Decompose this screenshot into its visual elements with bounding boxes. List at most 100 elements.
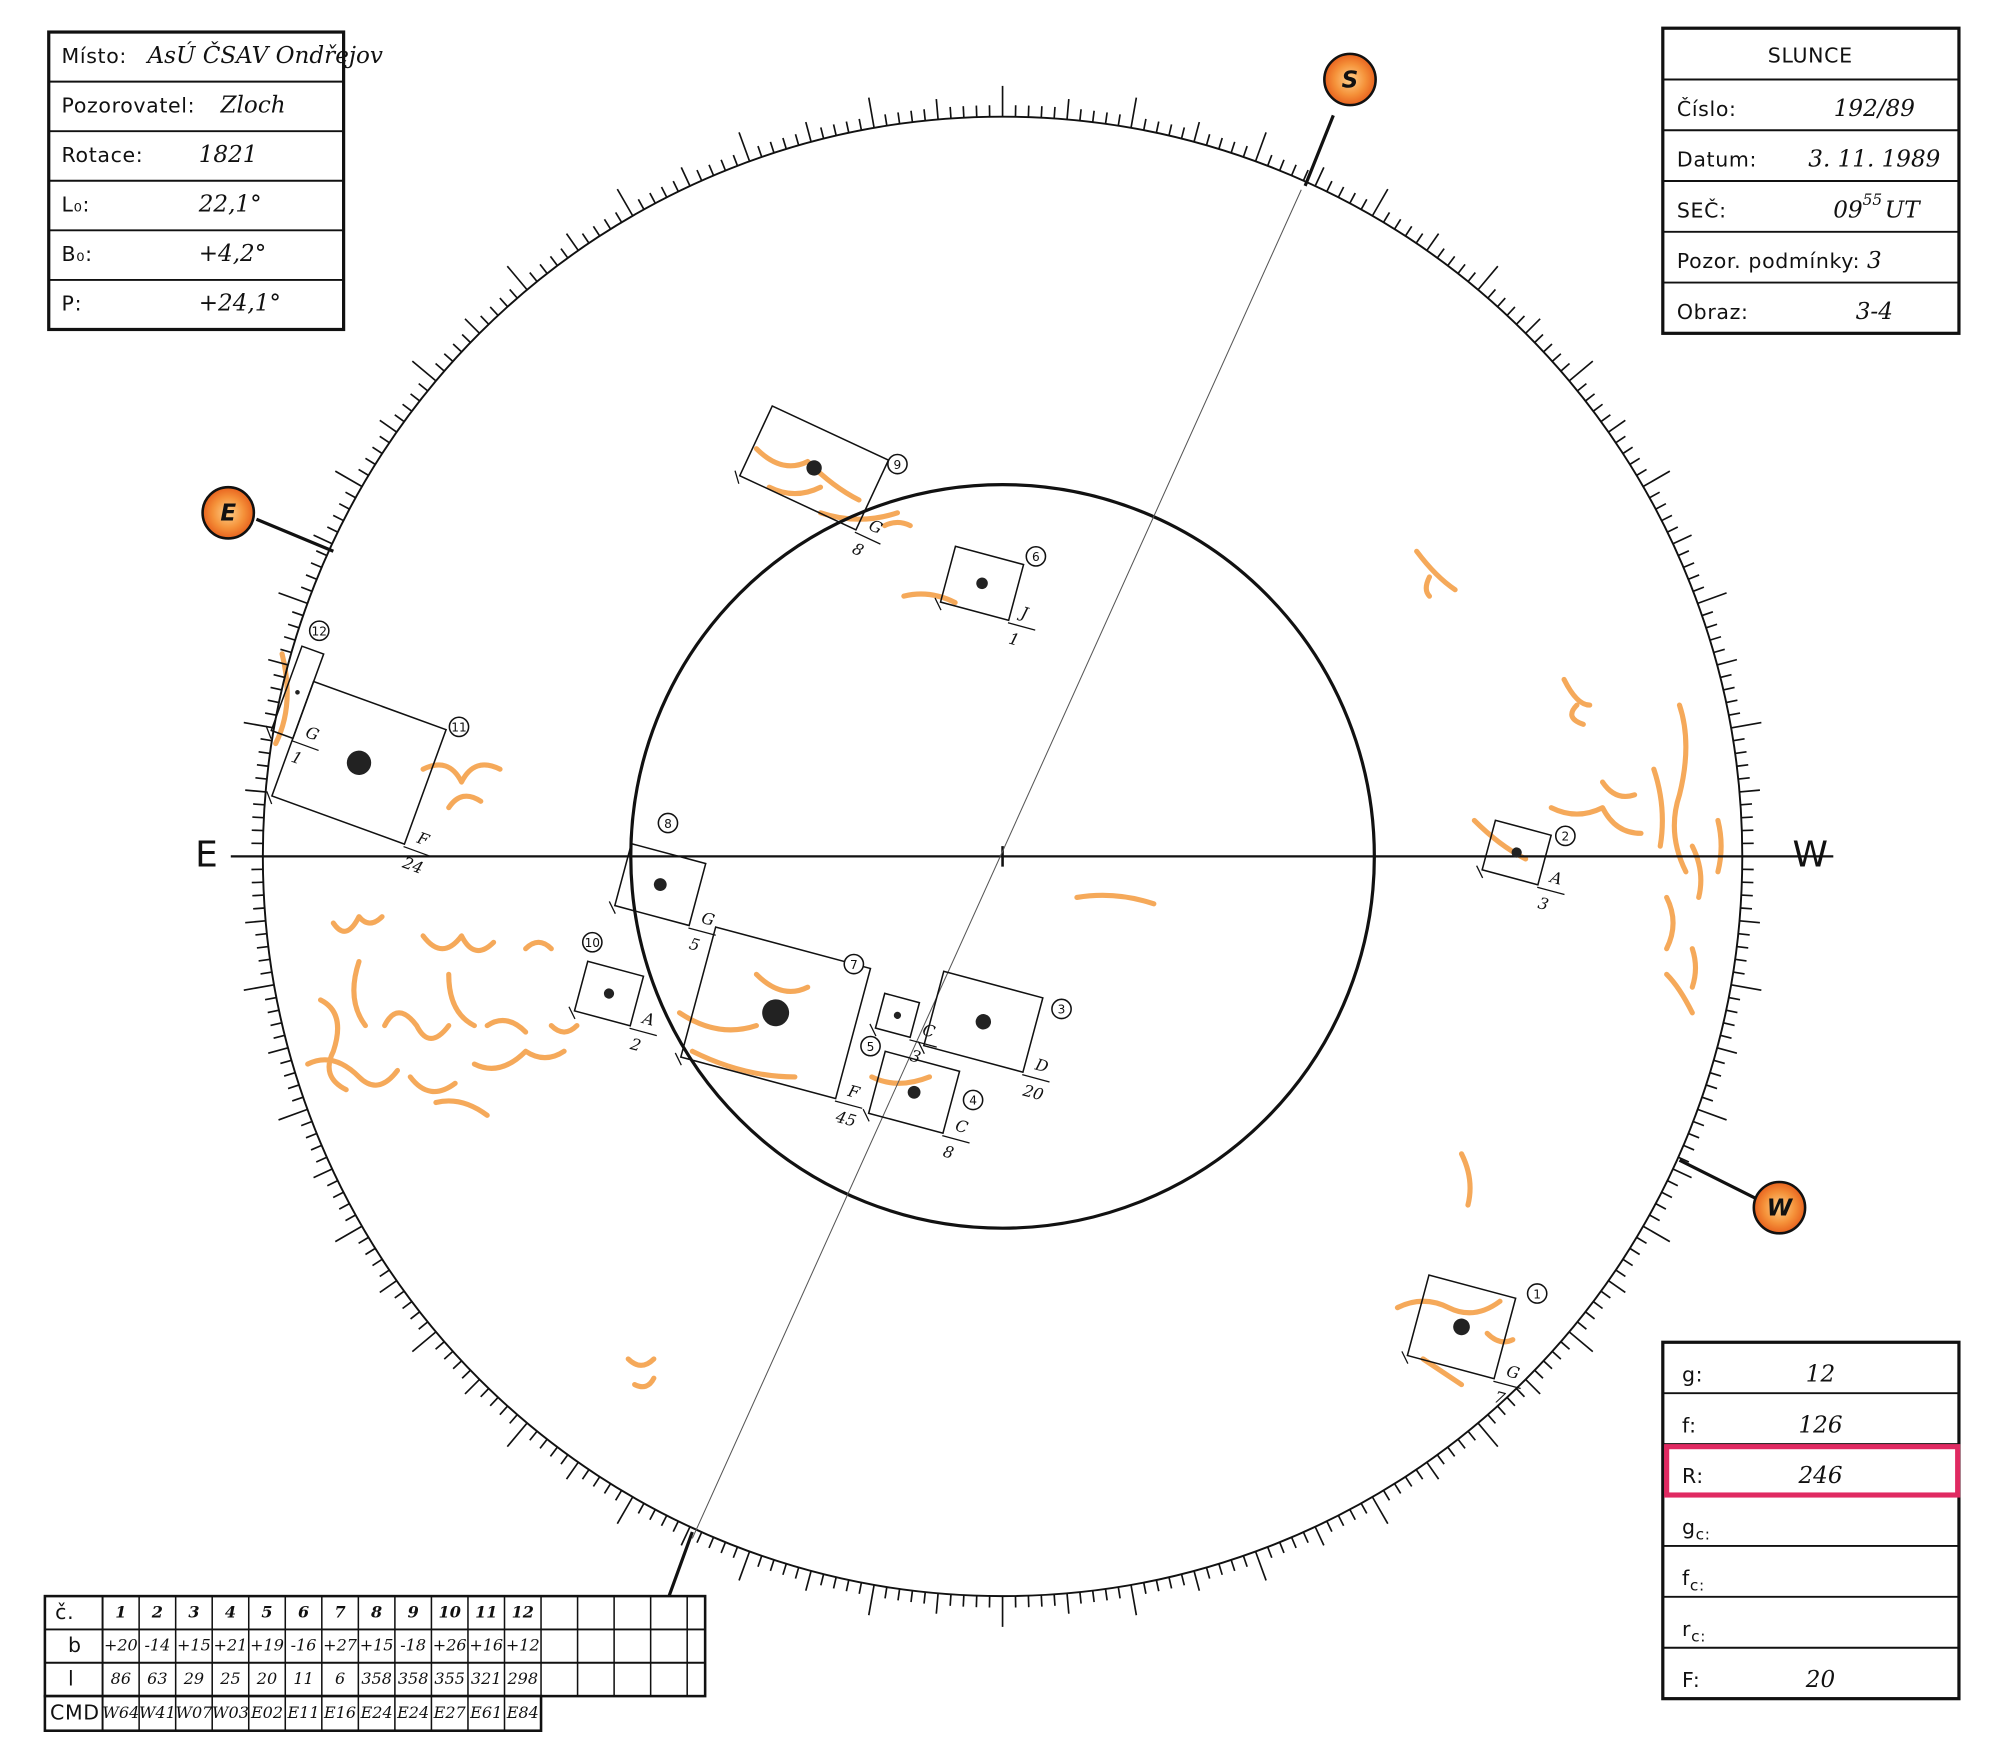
limb-tick <box>260 738 273 742</box>
group-class: C <box>953 1116 970 1138</box>
limb-tick <box>280 648 292 654</box>
limb-tick <box>581 233 590 244</box>
limb-tick <box>332 1191 344 1199</box>
limb-tick <box>1040 106 1043 118</box>
label-main: r <box>1682 1617 1691 1641</box>
limb-tick <box>461 333 472 344</box>
frame-tick <box>869 1023 877 1037</box>
limb-tick <box>365 1247 376 1256</box>
limb-tick <box>435 1341 445 1350</box>
limb-tick <box>804 1570 812 1591</box>
limb-tick <box>452 343 463 353</box>
limb-tick <box>637 1502 645 1514</box>
table-cell: +15 <box>177 1636 211 1655</box>
limb-tick <box>1701 611 1714 617</box>
limb-tick <box>332 514 344 522</box>
class-underline <box>1007 622 1036 631</box>
class-underline <box>909 1039 937 1048</box>
frame-tick <box>1401 1351 1409 1364</box>
pole-line <box>1678 1158 1758 1201</box>
limb-tick <box>509 1414 518 1424</box>
limb-tick <box>443 353 454 363</box>
group-number: 5 <box>867 1040 875 1054</box>
limb-tick <box>270 686 282 691</box>
limb-tick <box>1487 288 1497 299</box>
limb-tick <box>1393 218 1402 230</box>
limb-tick <box>660 186 668 198</box>
limb-tick <box>680 167 691 187</box>
table-cell: +26 <box>433 1636 467 1655</box>
class-underline <box>629 1027 657 1037</box>
table-cell: E02 <box>250 1703 283 1722</box>
limb-tick <box>1701 1096 1714 1102</box>
limb-tick <box>581 1469 590 1480</box>
spot-group: G7 <box>1401 1274 1522 1408</box>
limb-tick <box>672 1520 680 1532</box>
limb-tick <box>1040 1595 1043 1607</box>
column-number: 1 <box>115 1602 126 1621</box>
limb-tick <box>372 1258 383 1267</box>
limb-tick <box>256 764 269 768</box>
limb-tick <box>287 623 300 629</box>
field-value: 3-4 <box>1856 299 1893 325</box>
facula-sketches <box>273 446 1724 1390</box>
field-label: L₀: <box>62 193 90 217</box>
limb-tick <box>1506 1396 1516 1407</box>
limb-tick <box>1667 526 1679 533</box>
limb-tick <box>720 159 727 171</box>
limb-tick <box>1266 1546 1273 1559</box>
spot <box>762 999 790 1027</box>
value-suffix: UT <box>1885 197 1921 223</box>
group-number-circle <box>1526 1283 1548 1304</box>
field-label: g: <box>1682 1362 1703 1386</box>
limb-tick <box>1091 110 1095 123</box>
group-number-circle <box>1051 998 1072 1020</box>
limb-tick <box>1205 133 1211 146</box>
spot-group: F24 <box>266 680 448 878</box>
limb-tick <box>1725 699 1738 704</box>
limb-tick <box>1740 803 1753 806</box>
limb-tick <box>326 526 339 533</box>
limb-tick <box>1677 1156 1690 1163</box>
spot-group: G8 <box>734 404 890 560</box>
limb-tick <box>560 248 569 259</box>
frame-tick <box>674 1052 682 1066</box>
limb-tick <box>278 1108 308 1121</box>
limb-tick <box>549 1446 559 1457</box>
field-label: F: <box>1682 1668 1700 1692</box>
limb-tick <box>1457 263 1466 274</box>
spot-group: G5 <box>608 842 717 955</box>
limb-tick <box>1066 1593 1070 1614</box>
group-number-circle <box>581 931 603 953</box>
limb-tick <box>1254 1551 1267 1581</box>
group-number-circle <box>860 1035 881 1057</box>
limb-tick <box>379 419 398 433</box>
class-underline <box>688 927 716 936</box>
group-frame <box>270 645 325 740</box>
spot <box>907 1085 921 1099</box>
group-number: 7 <box>850 958 858 972</box>
limb-tick <box>1230 1559 1236 1572</box>
field-value: 0955 UT <box>1833 191 1921 223</box>
field-label: SEČ: <box>1677 197 1727 222</box>
limb-tick <box>708 164 715 176</box>
group-number-circle <box>1554 825 1576 847</box>
field-value: 126 <box>1798 1412 1842 1438</box>
table-cell: +15 <box>360 1636 394 1655</box>
limb-tick <box>935 98 939 120</box>
frame-tick <box>734 470 740 484</box>
limb-tick <box>1568 1331 1594 1353</box>
limb-tick <box>256 945 269 949</box>
limb-tick <box>1739 920 1760 924</box>
limb-tick <box>245 789 266 793</box>
limb-tick <box>1615 435 1626 444</box>
limb-tick <box>1608 1279 1626 1294</box>
group-number-circle <box>308 620 330 642</box>
limb-tick <box>1709 1071 1722 1077</box>
limb-tick <box>1584 393 1596 402</box>
limb-tick <box>1723 686 1735 691</box>
limb-tick <box>832 124 837 136</box>
column-number: 12 <box>512 1602 534 1621</box>
frame-tick <box>568 1006 576 1020</box>
limb-tick <box>461 1369 472 1379</box>
